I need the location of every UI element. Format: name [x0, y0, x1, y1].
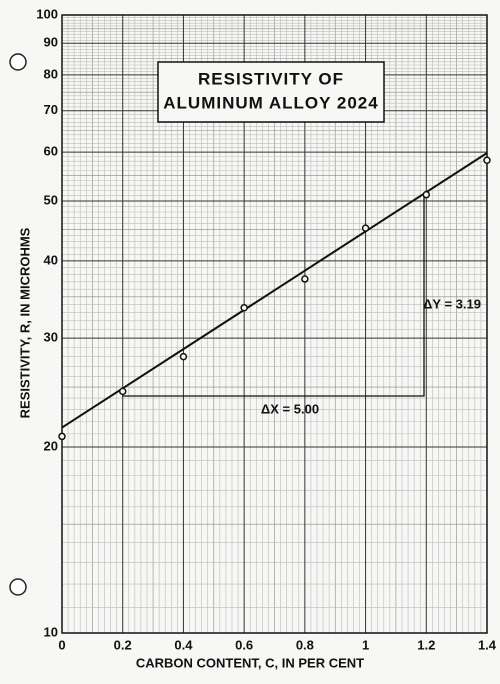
x-tick-label: 0.6: [235, 637, 253, 652]
x-tick-label: 0.8: [296, 637, 314, 652]
x-tick-label: 0.2: [114, 637, 132, 652]
annotation: ΔX = 5.00: [261, 401, 319, 416]
data-point: [179, 352, 188, 361]
annotation: ΔY = 3.19: [423, 296, 481, 311]
data-point: [301, 275, 309, 283]
x-axis-label: CARBON CONTENT, C, IN PER CENT: [136, 655, 364, 670]
y-tick-label: 30: [44, 330, 58, 345]
data-point: [58, 432, 66, 441]
y-tick-label: 20: [44, 438, 58, 453]
x-tick-label: 1.2: [417, 637, 435, 652]
x-tick-label: 0: [58, 637, 65, 652]
y-tick-label: 90: [44, 35, 58, 50]
title-box: [157, 61, 385, 123]
chart-title: ALUMINUM ALLOY 2024: [163, 93, 378, 112]
data-point: [240, 303, 248, 312]
y-tick-label: 70: [44, 102, 58, 117]
data-point: [361, 224, 370, 232]
chart-title: RESISTIVITY OF: [198, 69, 344, 88]
x-tick-label: 0.4: [174, 637, 193, 652]
data-point: [483, 156, 491, 165]
punch-hole: [9, 53, 27, 71]
data-point: [422, 190, 431, 199]
punch-hole: [9, 578, 27, 596]
x-tick-label: 1: [362, 637, 369, 652]
y-tick-label: 100: [36, 6, 58, 21]
data-point: [118, 387, 127, 396]
y-axis-label: RESISTIVITY, R, IN MICROHMS: [17, 227, 32, 418]
y-tick-label: 80: [44, 66, 58, 81]
y-tick-label: 50: [44, 192, 58, 207]
y-tick-label: 10: [44, 624, 58, 639]
plot-frame: [61, 14, 488, 634]
y-tick-label: 40: [44, 252, 58, 267]
delta-construction: [122, 196, 425, 397]
y-tick-label: 60: [44, 144, 58, 159]
x-tick-label: 1.4: [478, 637, 497, 652]
fit-line: [61, 152, 488, 429]
